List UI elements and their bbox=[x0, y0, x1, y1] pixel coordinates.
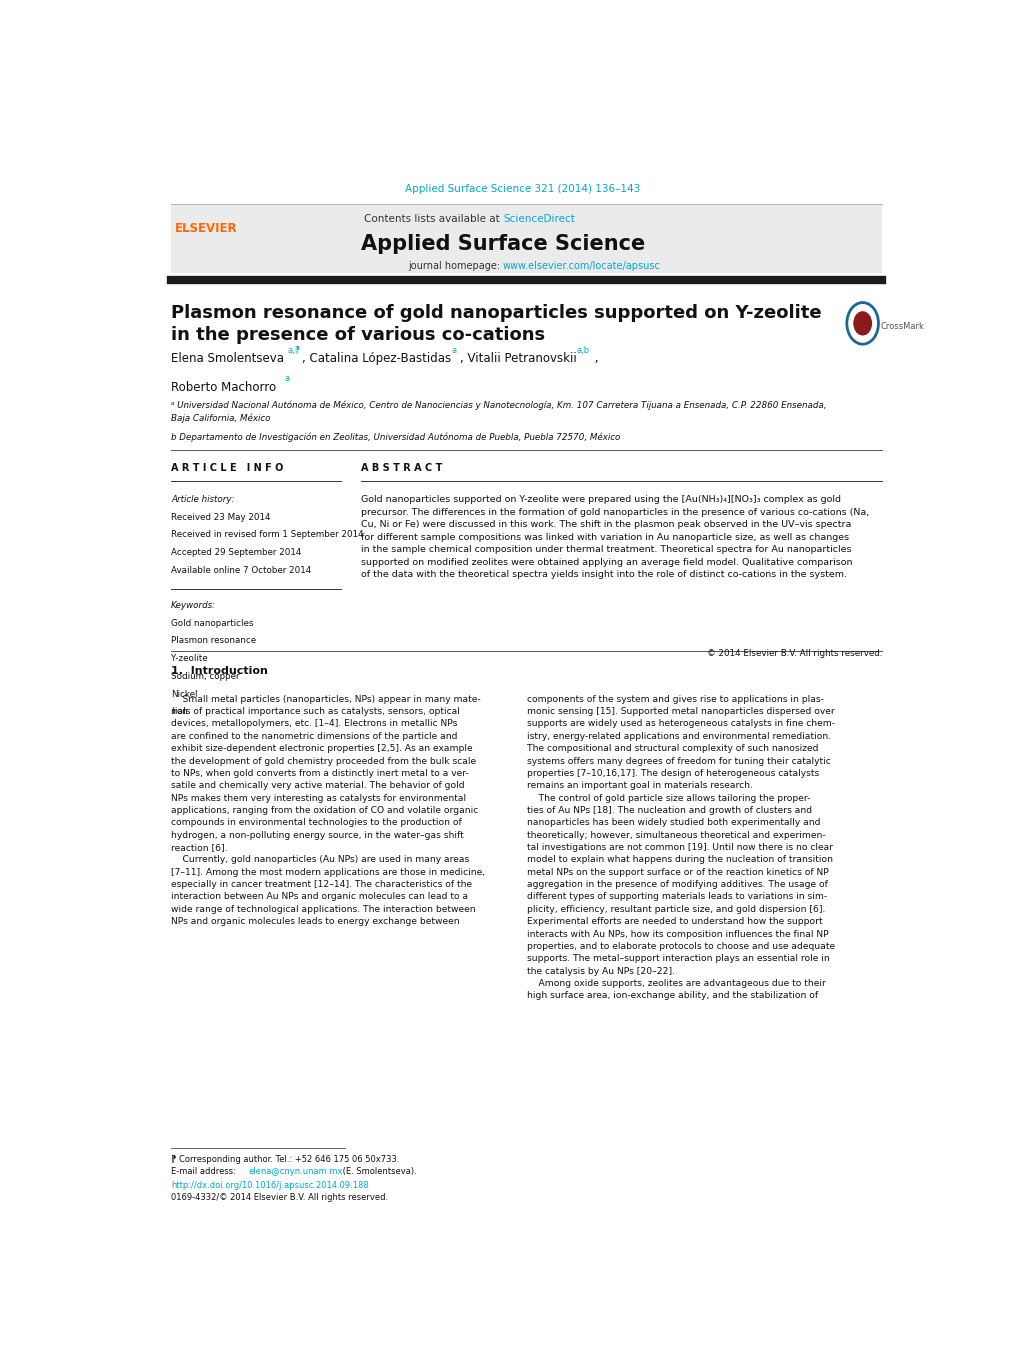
Text: Available online 7 October 2014: Available online 7 October 2014 bbox=[171, 566, 311, 574]
Text: Contents lists available at: Contents lists available at bbox=[364, 213, 502, 224]
Text: Iron: Iron bbox=[171, 707, 187, 716]
Text: Applied Surface Science: Applied Surface Science bbox=[361, 234, 644, 254]
Text: 1.  Introduction: 1. Introduction bbox=[171, 666, 268, 676]
Text: a,b: a,b bbox=[576, 346, 589, 355]
Text: A B S T R A C T: A B S T R A C T bbox=[361, 463, 441, 473]
Text: journal homepage:: journal homepage: bbox=[408, 262, 502, 272]
Text: Accepted 29 September 2014: Accepted 29 September 2014 bbox=[171, 549, 301, 557]
Text: Plasmon resonance: Plasmon resonance bbox=[171, 636, 256, 646]
Text: Article history:: Article history: bbox=[171, 494, 234, 504]
Text: Received in revised form 1 September 2014: Received in revised form 1 September 201… bbox=[171, 531, 363, 539]
Text: Received 23 May 2014: Received 23 May 2014 bbox=[171, 512, 270, 521]
Circle shape bbox=[853, 312, 870, 335]
Text: Small metal particles (nanoparticles, NPs) appear in many mate-
rials of practic: Small metal particles (nanoparticles, NP… bbox=[171, 694, 485, 927]
Text: E-mail address:: E-mail address: bbox=[171, 1167, 238, 1175]
Text: © 2014 Elsevier B.V. All rights reserved.: © 2014 Elsevier B.V. All rights reserved… bbox=[706, 648, 881, 658]
Text: Roberto Machorro: Roberto Machorro bbox=[171, 381, 276, 393]
Text: a,⁋: a,⁋ bbox=[287, 346, 301, 355]
Text: ELSEVIER: ELSEVIER bbox=[175, 222, 237, 235]
Text: elena@cnyn.unam.mx: elena@cnyn.unam.mx bbox=[249, 1167, 342, 1175]
Text: CrossMark: CrossMark bbox=[879, 322, 923, 331]
Text: www.elsevier.com/locate/apsusc: www.elsevier.com/locate/apsusc bbox=[502, 262, 660, 272]
Text: Plasmon resonance of gold nanoparticles supported on Y-zeolite
in the presence o: Plasmon resonance of gold nanoparticles … bbox=[171, 304, 820, 345]
Text: Y-zeolite: Y-zeolite bbox=[171, 654, 208, 663]
Text: Gold nanoparticles supported on Y-zeolite were prepared using the [Au(NH₃)₄][NO₃: Gold nanoparticles supported on Y-zeolit… bbox=[361, 494, 868, 580]
Text: Gold nanoparticles: Gold nanoparticles bbox=[171, 619, 254, 628]
Text: , Catalina López-Bastidas: , Catalina López-Bastidas bbox=[302, 353, 450, 366]
Text: a: a bbox=[283, 374, 288, 384]
Text: Nickel: Nickel bbox=[171, 689, 198, 698]
Text: ,: , bbox=[590, 353, 598, 366]
Text: A R T I C L E   I N F O: A R T I C L E I N F O bbox=[171, 463, 283, 473]
Text: b Departamento de Investigación en Zeolitas, Universidad Autónoma de Puebla, Pue: b Departamento de Investigación en Zeoli… bbox=[171, 432, 620, 442]
Text: ⁋ Corresponding author. Tel.: +52 646 175 06 50x733.: ⁋ Corresponding author. Tel.: +52 646 17… bbox=[171, 1155, 399, 1163]
Text: 0169-4332/© 2014 Elsevier B.V. All rights reserved.: 0169-4332/© 2014 Elsevier B.V. All right… bbox=[171, 1193, 387, 1202]
Text: , Vitalii Petranovskii: , Vitalii Petranovskii bbox=[459, 353, 576, 366]
Text: Keywords:: Keywords: bbox=[171, 601, 216, 611]
Text: ᵃ Universidad Nacional Autónoma de México, Centro de Nanociencias y Nanotecnolog: ᵃ Universidad Nacional Autónoma de Méxic… bbox=[171, 400, 825, 423]
Text: (E. Smolentseva).: (E. Smolentseva). bbox=[339, 1167, 417, 1175]
Text: a: a bbox=[451, 346, 457, 355]
Text: components of the system and gives rise to applications in plas-
monic sensing [: components of the system and gives rise … bbox=[526, 694, 834, 1000]
Text: ScienceDirect: ScienceDirect bbox=[502, 213, 575, 224]
FancyBboxPatch shape bbox=[171, 204, 881, 273]
Text: http://dx.doi.org/10.1016/j.apsusc.2014.09.188: http://dx.doi.org/10.1016/j.apsusc.2014.… bbox=[171, 1181, 368, 1189]
Text: Applied Surface Science 321 (2014) 136–143: Applied Surface Science 321 (2014) 136–1… bbox=[405, 184, 640, 195]
Text: Sodium, copper: Sodium, copper bbox=[171, 671, 239, 681]
Text: Elena Smolentseva: Elena Smolentseva bbox=[171, 353, 283, 366]
